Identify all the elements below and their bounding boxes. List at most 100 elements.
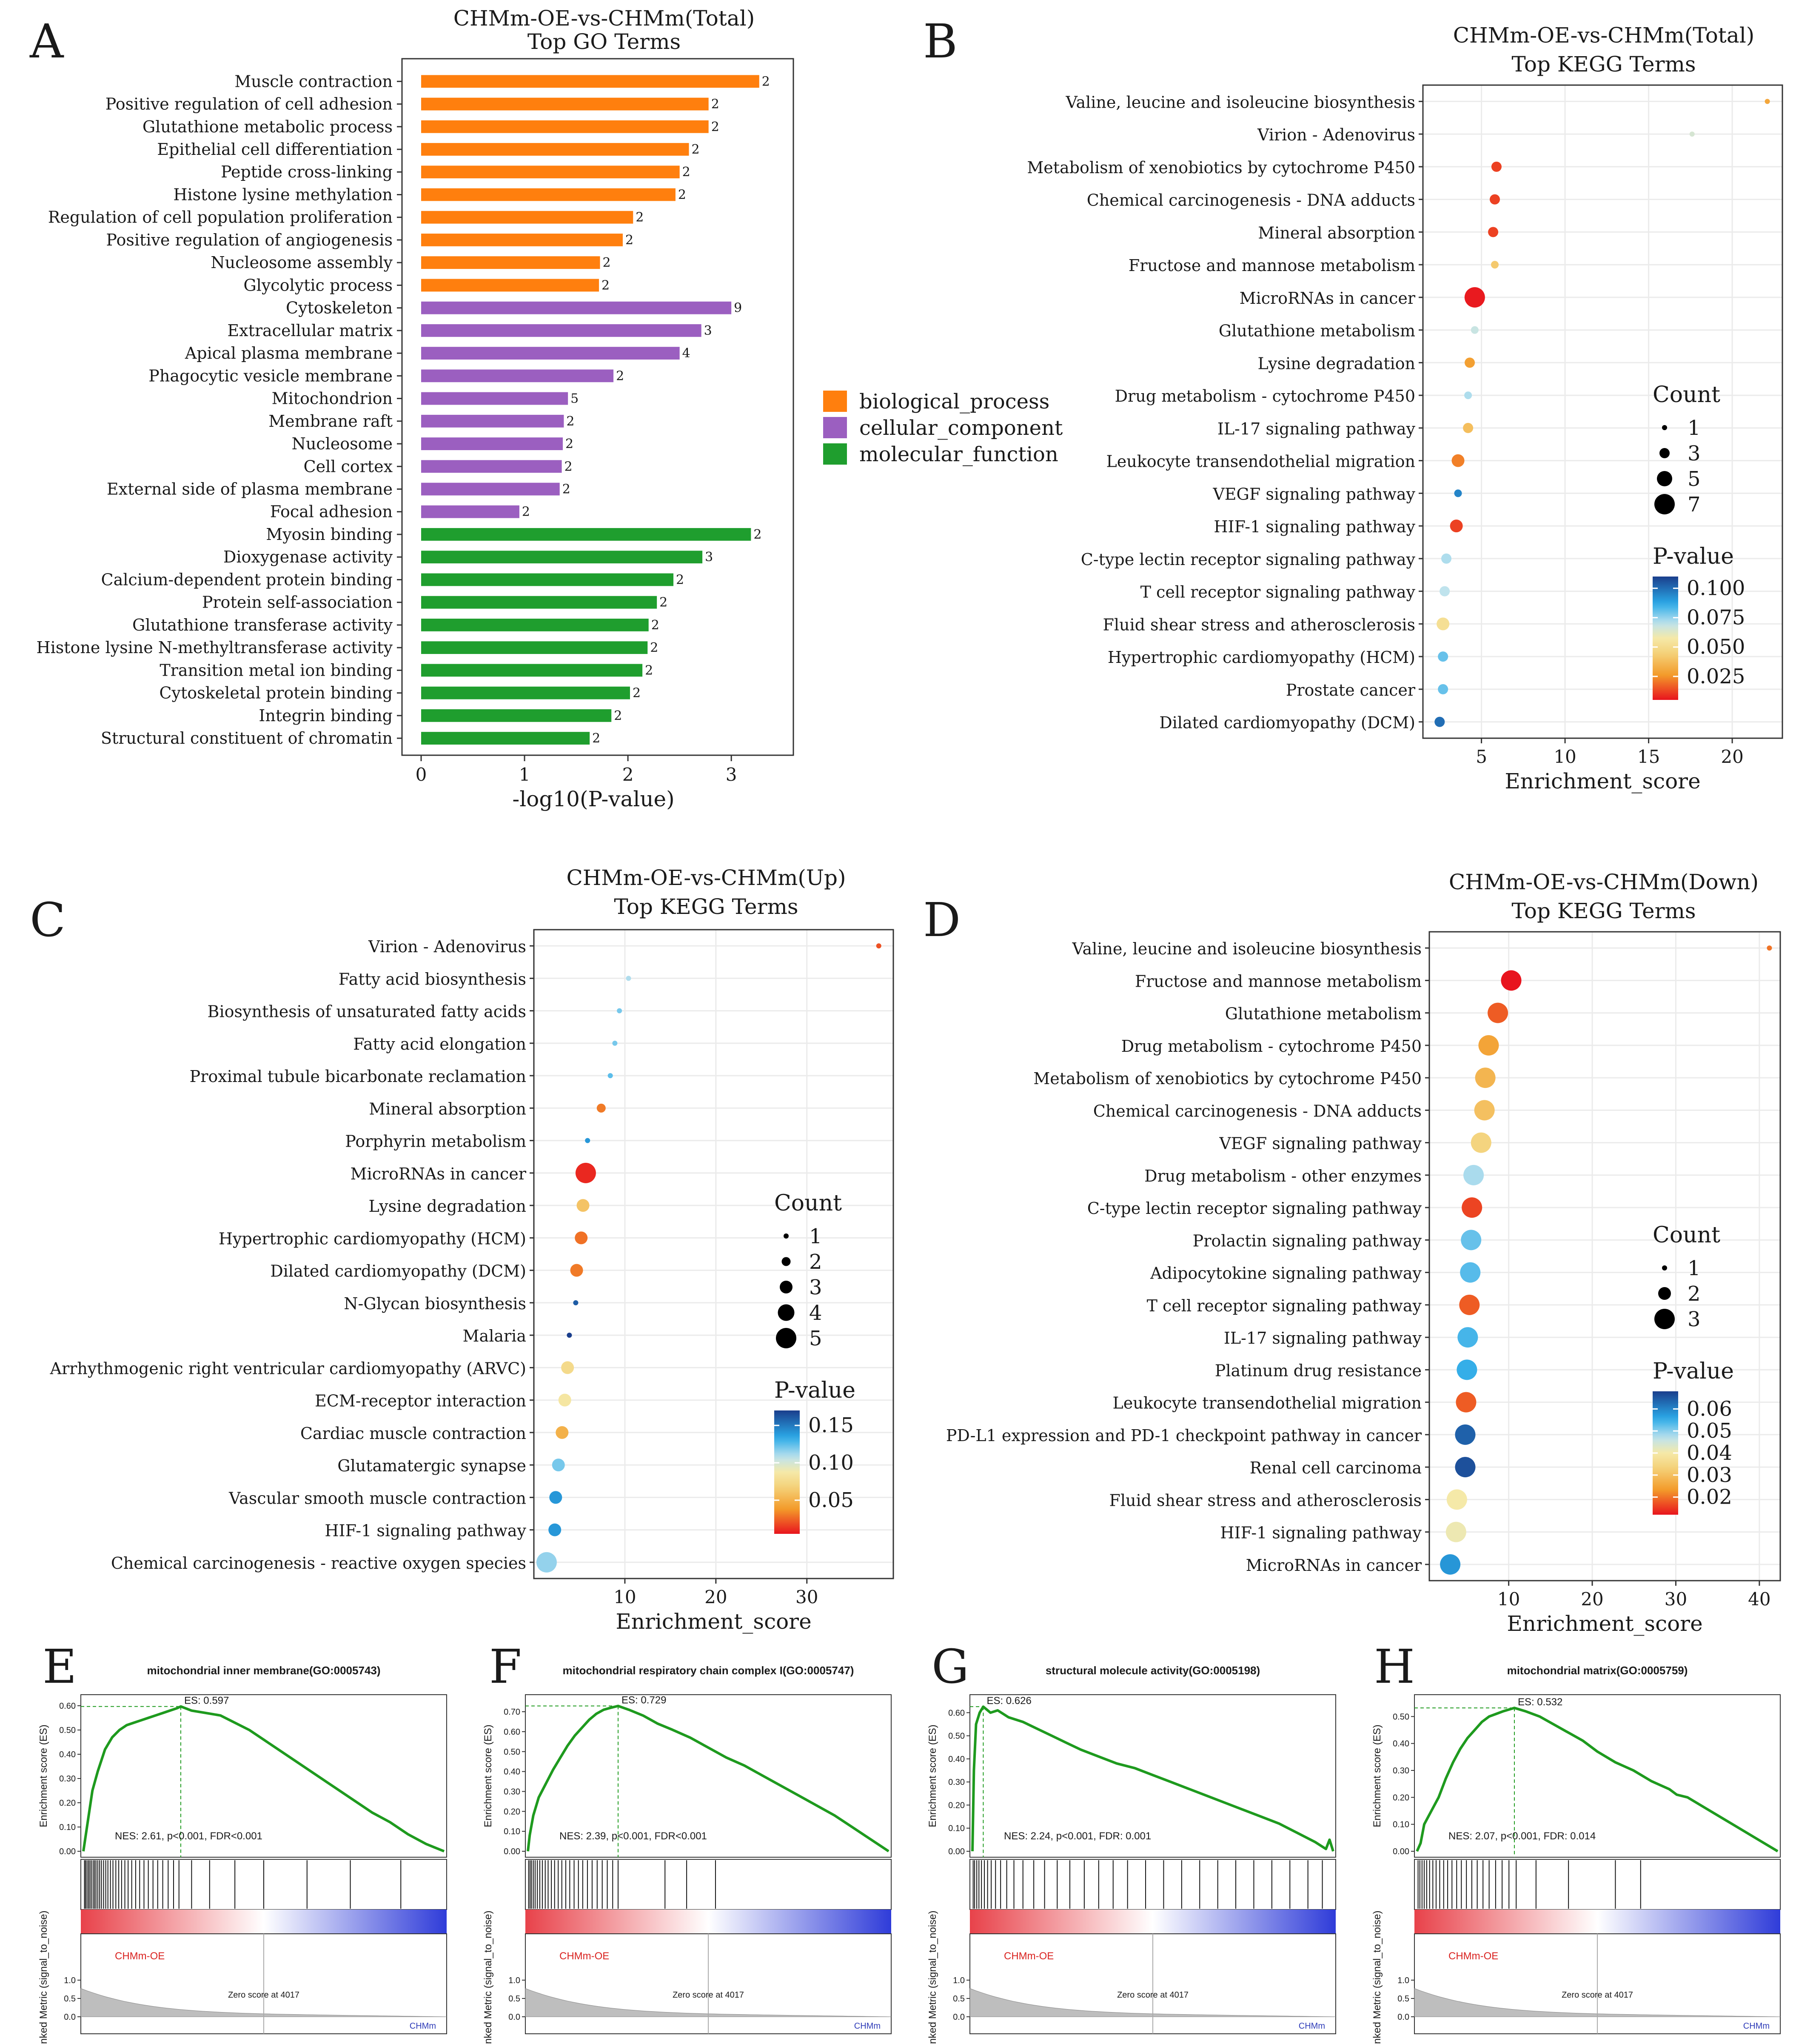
bar-count-label: 2 xyxy=(762,74,770,89)
gsea-plot-inner-membrane: mitochondrial inner membrane(GO:0005743)… xyxy=(38,1664,447,2044)
count-legend-dot xyxy=(1654,494,1675,514)
count-legend-dot xyxy=(784,1233,789,1239)
bar-nucleosome xyxy=(421,437,563,450)
rank-color-bar xyxy=(1414,1910,1780,1934)
y2-tick-label: 1.0 xyxy=(953,1976,965,1985)
y2-axis-title: Ranked Metric (signal_to_noise) xyxy=(38,1910,49,2044)
bar-integrin-binding xyxy=(421,709,612,722)
bar-count-label: 2 xyxy=(602,278,610,293)
y-axis-title: Enrichment score (ES) xyxy=(38,1724,49,1827)
y-tick-label: External side of plasma membrane xyxy=(107,480,393,499)
plot-background xyxy=(1423,85,1782,738)
y2-tick-label: 0.5 xyxy=(508,1994,520,2004)
y-tick-label: Arrhythmogenic right ventricular cardiom… xyxy=(50,1359,526,1378)
y-tick-label: Mineral absorption xyxy=(1258,223,1415,242)
count-legend-label: 1 xyxy=(1688,416,1701,440)
positive-phenotype-label: CHMm-OE xyxy=(1448,1950,1498,1962)
dot-n-glycan-biosynthesis xyxy=(573,1300,579,1305)
y-tick-label: Glutathione transferase activity xyxy=(132,616,393,634)
y-tick-label: Peptide cross-linking xyxy=(221,163,393,181)
bar-dioxygenase-activity xyxy=(421,551,703,564)
bar-count-label: 2 xyxy=(659,595,667,610)
kegg-total-dot-plot: Valine, leucine and isoleucine biosynthe… xyxy=(1027,84,1783,794)
dot-vegf-signaling-pathway xyxy=(1454,489,1462,497)
x-tick-label: 20 xyxy=(1581,1589,1603,1610)
y-tick-label: Phagocytic vesicle membrane xyxy=(148,366,393,385)
bar-count-label: 2 xyxy=(650,640,658,655)
stats-label: NES: 2.24, p<0.001, FDR: 0.001 xyxy=(1004,1830,1151,1842)
go-bar-chart: 2 Muscle contraction 2 Positive regulation … xyxy=(36,58,794,811)
count-legend-label: 7 xyxy=(1688,493,1701,517)
y-tick-label: Renal cell carcinoma xyxy=(1250,1459,1422,1477)
dot-t-cell-receptor-signaling-pathway xyxy=(1440,586,1450,597)
x-tick-label: 3 xyxy=(726,764,737,785)
count-legend-dot xyxy=(776,1328,796,1348)
stats-label: NES: 2.61, p<0.001, FDR<0.001 xyxy=(115,1830,262,1842)
y2-axis-title: Ranked Metric (signal_to_noise) xyxy=(1371,1910,1383,2044)
x-tick-label: 10 xyxy=(613,1587,636,1607)
dot-prolactin-signaling-pathway xyxy=(1461,1230,1482,1250)
zero-score-label: Zero score at 4017 xyxy=(673,1990,744,2000)
y2-tick-label: 0.0 xyxy=(508,2013,520,2022)
gsea-plot-structural-molecule: structural molecule activity(GO:0005198)… xyxy=(927,1664,1336,2044)
y-tick-label: Regulation of cell population proliferat… xyxy=(48,208,393,227)
panel-letter-f: F xyxy=(489,1639,522,1694)
positive-phenotype-label: CHMm-OE xyxy=(115,1950,165,1962)
y-tick-label: 0.40 xyxy=(1393,1739,1409,1749)
bar-count-label: 2 xyxy=(616,368,624,383)
y2-tick-label: 0.0 xyxy=(953,2013,965,2022)
bar-nucleosome-assembly xyxy=(421,256,600,269)
y-tick-label: 0.40 xyxy=(504,1767,520,1777)
y-tick-label: 0.30 xyxy=(504,1787,520,1796)
y-tick-label: 0.20 xyxy=(1393,1793,1409,1802)
y2-tick-label: 0.0 xyxy=(64,2013,76,2022)
rank-color-bar xyxy=(525,1910,891,1934)
x-tick-label: 15 xyxy=(1637,746,1660,767)
y-tick-label: Dilated cardiomyopathy (DCM) xyxy=(270,1262,526,1281)
bar-count-label: 3 xyxy=(705,550,713,565)
y-tick-label: T cell receptor signaling pathway xyxy=(1140,583,1416,602)
pvalue-colorbar xyxy=(1653,577,1678,700)
y-tick-label: Hypertrophic cardiomyopathy (HCM) xyxy=(1108,648,1415,667)
count-legend-dot xyxy=(780,1281,793,1293)
y-tick-label: 0.10 xyxy=(1393,1820,1409,1830)
bar-count-label: 2 xyxy=(625,233,633,248)
y-tick-label: PD-L1 expression and PD-1 checkpoint pat… xyxy=(946,1426,1422,1445)
y-tick-label: Chemical carcinogenesis - reactive oxyge… xyxy=(111,1554,526,1573)
dot-vascular-smooth-muscle-contraction xyxy=(549,1491,562,1504)
y-tick-label: Fluid shear stress and atherosclerosis xyxy=(1109,1491,1422,1510)
dot-micrornas-in-cancer xyxy=(575,1162,596,1183)
x-tick-label: 10 xyxy=(1497,1589,1520,1610)
bar-calcium-dependent-protein-binding xyxy=(421,573,674,586)
count-legend-label: 1 xyxy=(809,1225,822,1248)
y-tick-label: Histone lysine methylation xyxy=(173,185,393,204)
y-tick-label: Fatty acid elongation xyxy=(353,1035,526,1053)
y-axis-title: Enrichment score (ES) xyxy=(482,1724,494,1827)
dot-hif-1-signaling-pathway xyxy=(548,1523,562,1536)
panel-letter-b: B xyxy=(923,14,958,69)
bar-histone-lysine-methylation xyxy=(421,188,676,201)
colorbar-label: 0.06 xyxy=(1687,1397,1732,1421)
count-legend-label: 3 xyxy=(1688,1307,1701,1331)
y-tick-label: T cell receptor signaling pathway xyxy=(1147,1296,1422,1315)
x-tick-label: 2 xyxy=(622,764,634,785)
y-tick-label: Glutamatergic synapse xyxy=(337,1456,526,1475)
y-tick-label: Leukocyte transendothelial migration xyxy=(1106,452,1415,471)
count-legend-title: Count xyxy=(1653,1222,1720,1248)
y-tick-label: Protein self-association xyxy=(202,593,393,612)
es-curve xyxy=(82,1705,445,1853)
y-tick-label: 0.40 xyxy=(59,1750,76,1759)
x-axis-title: Enrichment_score xyxy=(1507,1611,1702,1636)
legend-swatch-cellular-component xyxy=(823,417,847,438)
bar-regulation-of-cell-population-proliferation xyxy=(421,211,633,224)
zero-score-label: Zero score at 4017 xyxy=(228,1990,299,2000)
y-tick-label: 0.50 xyxy=(948,1732,965,1741)
dot-renal-cell-carcinoma xyxy=(1455,1457,1476,1478)
y-axis-title: Enrichment score (ES) xyxy=(927,1724,938,1827)
y-tick-label: Lysine degradation xyxy=(369,1197,526,1216)
dot-glutamatergic-synapse xyxy=(552,1459,565,1472)
kegg-down-dot-plot: Valine, leucine and isoleucine biosynthe… xyxy=(946,931,1781,1636)
y2-tick-label: 0.0 xyxy=(1397,2013,1409,2022)
y2-tick-label: 1.0 xyxy=(1397,1976,1409,1985)
y2-tick-label: 0.5 xyxy=(64,1994,76,2004)
